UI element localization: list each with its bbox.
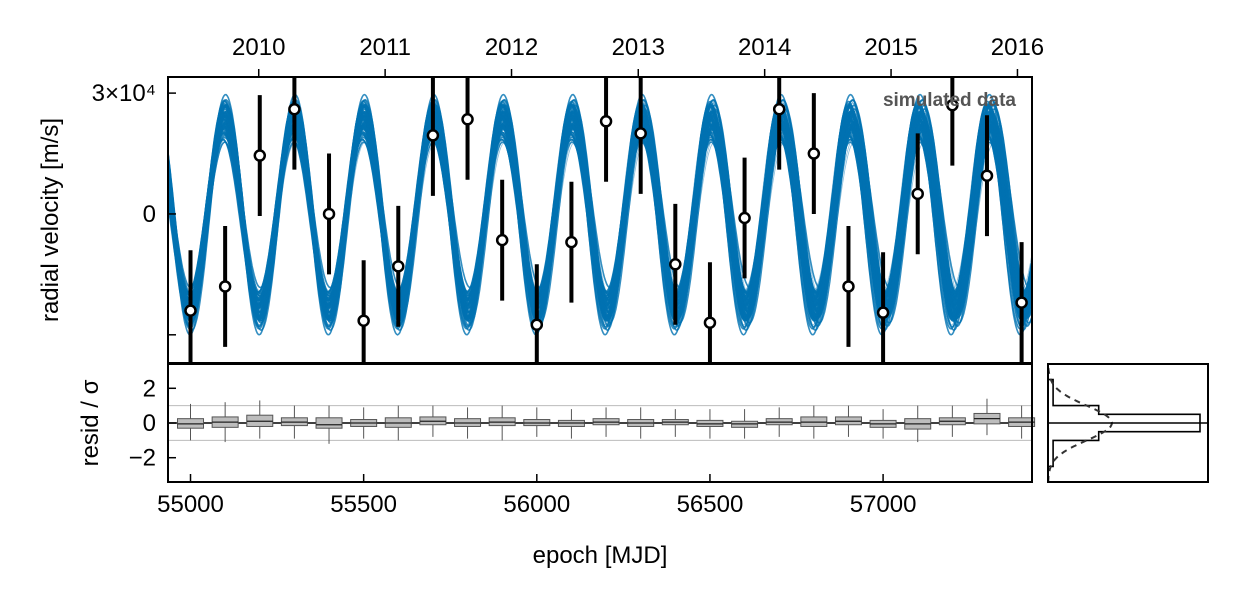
rv-point (634, 127, 647, 140)
x-tick-label: 55000 (157, 491, 224, 518)
residual-panel: 2 0 −2 55000 55500 56000 56500 57000 resid / σ… (77, 363, 1036, 569)
rv-point (946, 98, 959, 112)
rv-point (288, 102, 301, 116)
year-tick-label: 2014 (738, 34, 791, 61)
rv-point (461, 113, 474, 126)
year-tick-label: 2010 (232, 34, 285, 61)
resid-y-tick-label: 0 (143, 410, 156, 437)
year-tick-label: 2016 (991, 34, 1044, 61)
year-tick-label: 2013 (612, 34, 665, 61)
rv-point (530, 318, 544, 331)
year-tick-label: 2011 (359, 34, 411, 61)
rv-point (565, 235, 578, 249)
rv-point (738, 211, 751, 225)
x-tick-label: 56000 (503, 491, 570, 518)
rv-data-points (184, 98, 1028, 331)
residual-y-ticks: 2 0 −2 (129, 375, 176, 472)
year-tick-label: 2015 (864, 34, 917, 61)
rv-point (322, 207, 336, 221)
rv-point (772, 102, 786, 116)
rv-point (599, 115, 613, 128)
rv-point (392, 260, 405, 273)
rv-point (876, 306, 890, 319)
model-curve (168, 111, 1032, 331)
rv-point (253, 149, 267, 162)
resid-y-tick-label: −2 (129, 445, 156, 472)
radial-velocity-panel: 0 3×10⁴ 2010 2011 2012 2013 2014 2015 2016 simu… (37, 34, 1044, 364)
histogram-frame (1047, 363, 1209, 483)
rv-point (218, 280, 232, 293)
model-curve (168, 122, 1032, 302)
residual-boxes (177, 398, 1036, 444)
rv-point (495, 233, 509, 247)
rv-point (426, 129, 440, 142)
rv-point (1015, 296, 1028, 309)
x-tick-label: 57000 (850, 491, 917, 518)
y-tick-label: 0 (143, 201, 156, 228)
residual-box (315, 417, 343, 429)
rv-point (669, 258, 682, 271)
rv-point (703, 316, 717, 329)
x-tick-label: 55500 (330, 491, 397, 518)
residual-histogram-panel (1047, 363, 1209, 483)
x-axis-label: epoch [MJD] (533, 542, 668, 569)
simulated-data-annotation: simulated data (883, 90, 1016, 111)
y-axis-label-rv: radial velocity [m/s] (37, 118, 64, 322)
year-tick-label: 2012 (485, 34, 538, 61)
rv-point (357, 314, 370, 327)
rv-point (842, 280, 855, 293)
main-y-ticks: 0 3×10⁴ (92, 80, 176, 336)
resid-y-tick-label: 2 (143, 375, 156, 402)
residual-x-ticks: 55000 55500 56000 56500 57000 (157, 474, 916, 518)
rv-point (980, 169, 994, 182)
histogram-marks (1047, 364, 1208, 482)
x-tick-label: 56500 (677, 491, 744, 518)
model-curves (168, 93, 1032, 336)
rv-point (807, 147, 821, 160)
rv-point (184, 304, 197, 317)
y-axis-label-resid: resid / σ (77, 379, 104, 466)
top-year-ticks: 2010 2011 2012 2013 2014 2015 2016 (232, 34, 1044, 77)
y-tick-label: 3×10⁴ (92, 80, 156, 107)
rv-point (911, 187, 924, 201)
